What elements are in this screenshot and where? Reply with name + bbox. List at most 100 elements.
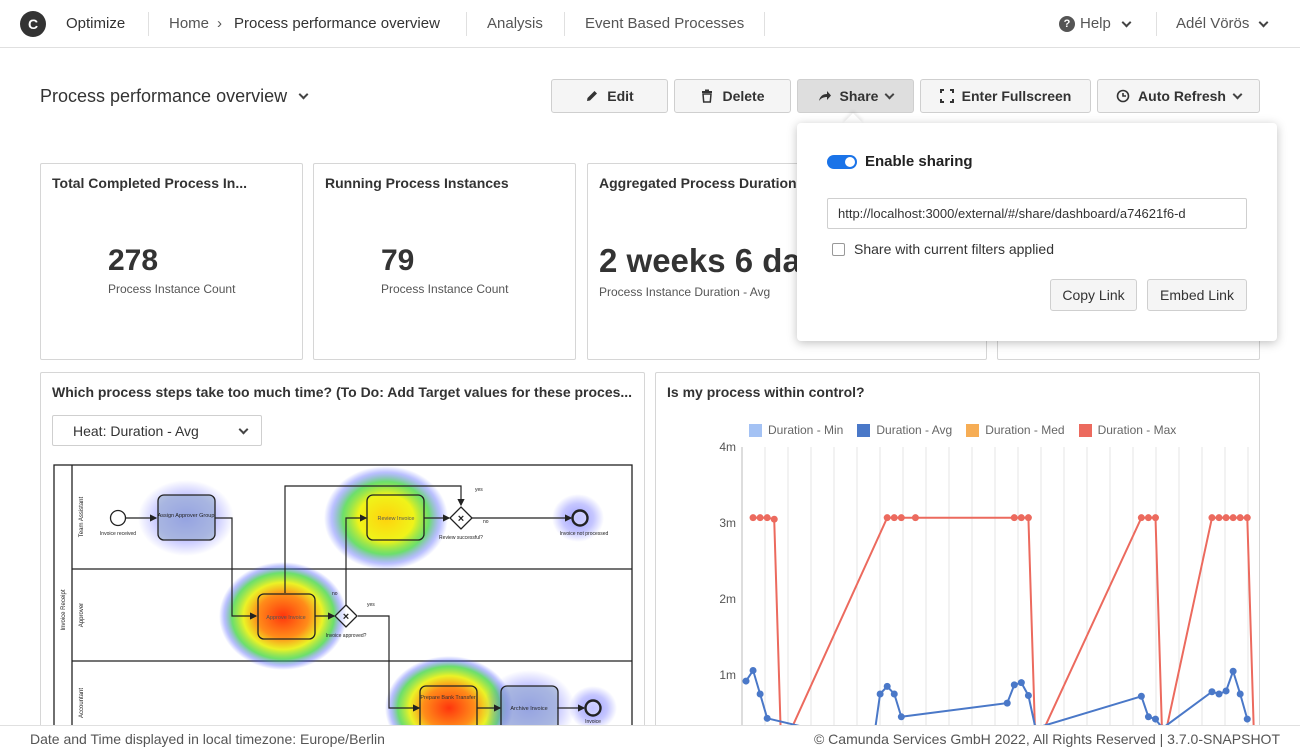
dashboard-title[interactable]: Process performance overview [40, 86, 309, 107]
data-point[interactable] [1024, 692, 1032, 700]
copy-link-button[interactable]: Copy Link [1050, 279, 1137, 311]
gateway-label: Invoice approved? [326, 633, 367, 639]
data-point[interactable] [897, 713, 905, 721]
auto-refresh-button[interactable]: Auto Refresh [1097, 79, 1260, 113]
data-point[interactable] [1144, 713, 1152, 721]
embed-link-button[interactable]: Embed Link [1147, 279, 1247, 311]
data-point[interactable] [1208, 688, 1216, 696]
data-point[interactable] [1215, 690, 1223, 698]
chevron-down-icon[interactable] [298, 89, 309, 100]
legend-item-med[interactable]: Duration - Med [966, 423, 1065, 437]
data-point[interactable] [1010, 681, 1018, 689]
data-point[interactable] [1236, 690, 1244, 698]
nav-tab-analysis[interactable]: Analysis [487, 15, 543, 32]
data-point[interactable] [1137, 692, 1145, 700]
breadcrumb-home[interactable]: Home [169, 15, 210, 32]
nav-divider [1156, 12, 1157, 36]
enable-sharing-label: Enable sharing [865, 153, 973, 170]
share-button[interactable]: Share [797, 79, 914, 113]
data-point[interactable] [1024, 514, 1032, 522]
trash-icon [702, 89, 713, 103]
data-point[interactable] [1243, 514, 1251, 522]
tile-heatmap[interactable]: Which process steps take too much time? … [40, 372, 645, 742]
legend-item-avg[interactable]: Duration - Avg [857, 423, 952, 437]
heat-select[interactable]: Heat: Duration - Avg [52, 415, 262, 446]
legend-item-min[interactable]: Duration - Min [749, 423, 843, 437]
data-point[interactable] [883, 682, 891, 690]
edit-button[interactable]: Edit [551, 79, 668, 113]
share-with-filters-checkbox[interactable] [832, 243, 845, 256]
data-point[interactable] [1222, 687, 1230, 695]
data-point[interactable] [897, 514, 905, 522]
tile-control-chart[interactable]: Is my process within control? Duration -… [655, 372, 1260, 742]
y-tick-label: 2m [719, 592, 736, 606]
data-point[interactable] [1017, 514, 1025, 522]
edit-button-label: Edit [607, 88, 634, 104]
data-point[interactable] [876, 690, 884, 698]
share-url-input[interactable] [827, 198, 1247, 229]
user-menu[interactable]: Adél Vörös [1176, 15, 1250, 32]
breadcrumb-separator: › [217, 15, 222, 32]
chevron-down-icon [1232, 89, 1243, 99]
legend-item-max[interactable]: Duration - Max [1078, 423, 1177, 437]
data-point[interactable] [1151, 715, 1159, 723]
data-point[interactable] [770, 515, 778, 523]
flow-label: yes [475, 487, 483, 493]
camunda-logo-icon[interactable]: C [20, 11, 46, 37]
data-point[interactable] [749, 514, 757, 522]
delete-button[interactable]: Delete [674, 79, 791, 113]
flow-label: no [483, 519, 489, 525]
start-event-label: Invoice received [100, 531, 136, 537]
chevron-down-icon[interactable] [1258, 17, 1269, 28]
legend-label: Duration - Max [1097, 423, 1177, 437]
legend-label: Duration - Min [768, 423, 844, 437]
chevron-down-icon[interactable] [1121, 17, 1132, 28]
data-point[interactable] [1144, 514, 1152, 522]
data-point[interactable] [1017, 679, 1025, 687]
data-point[interactable] [1236, 514, 1244, 522]
data-point[interactable] [1010, 514, 1018, 522]
lane-label: Team Assistant [79, 496, 85, 537]
data-point[interactable] [1229, 667, 1237, 675]
breadcrumb-current[interactable]: Process performance overview [234, 15, 440, 32]
tile-title: Total Completed Process In... [52, 175, 248, 191]
help-menu[interactable]: Help [1080, 15, 1111, 32]
data-point[interactable] [890, 690, 898, 698]
data-point[interactable] [1229, 514, 1237, 522]
lane-label: Approver [79, 603, 85, 627]
y-tick-label: 1m [719, 668, 736, 682]
data-point[interactable] [1243, 715, 1251, 723]
data-point[interactable] [1003, 699, 1011, 707]
data-point[interactable] [749, 666, 757, 674]
help-icon[interactable]: ? [1059, 16, 1075, 32]
app-name[interactable]: Optimize [66, 15, 126, 32]
data-point[interactable] [883, 514, 891, 522]
clock-refresh-icon [1116, 89, 1130, 103]
data-point[interactable] [890, 514, 898, 522]
bpmn-diagram: Invoice Receipt Team Assistant Approver … [53, 464, 633, 741]
data-point[interactable] [756, 690, 764, 698]
enable-sharing-toggle[interactable] [827, 155, 857, 169]
nav-tab-event-based-processes[interactable]: Event Based Processes [585, 15, 745, 32]
lane-label: Accountant [79, 688, 85, 718]
fullscreen-icon [939, 89, 954, 103]
chart-legend: Duration - Min Duration - Avg Duration -… [749, 423, 1176, 437]
data-point[interactable] [1215, 514, 1223, 522]
data-point[interactable] [742, 677, 750, 685]
data-point[interactable] [1222, 514, 1230, 522]
data-point[interactable] [911, 514, 919, 522]
tile-running-instances[interactable]: Running Process Instances 79 Process Ins… [313, 163, 576, 360]
data-point[interactable] [1208, 514, 1216, 522]
tile-title: Is my process within control? [667, 384, 865, 400]
task-label: Assign Approver Group [158, 513, 215, 519]
svg-text:×: × [458, 513, 464, 525]
flow-label: no [332, 591, 338, 597]
enter-fullscreen-button[interactable]: Enter Fullscreen [920, 79, 1091, 113]
data-point[interactable] [756, 514, 764, 522]
data-point[interactable] [1151, 514, 1159, 522]
share-button-label: Share [839, 88, 879, 104]
data-point[interactable] [1137, 514, 1145, 522]
data-point[interactable] [763, 514, 771, 522]
data-point[interactable] [763, 714, 771, 722]
tile-total-completed[interactable]: Total Completed Process In... 278 Proces… [40, 163, 303, 360]
